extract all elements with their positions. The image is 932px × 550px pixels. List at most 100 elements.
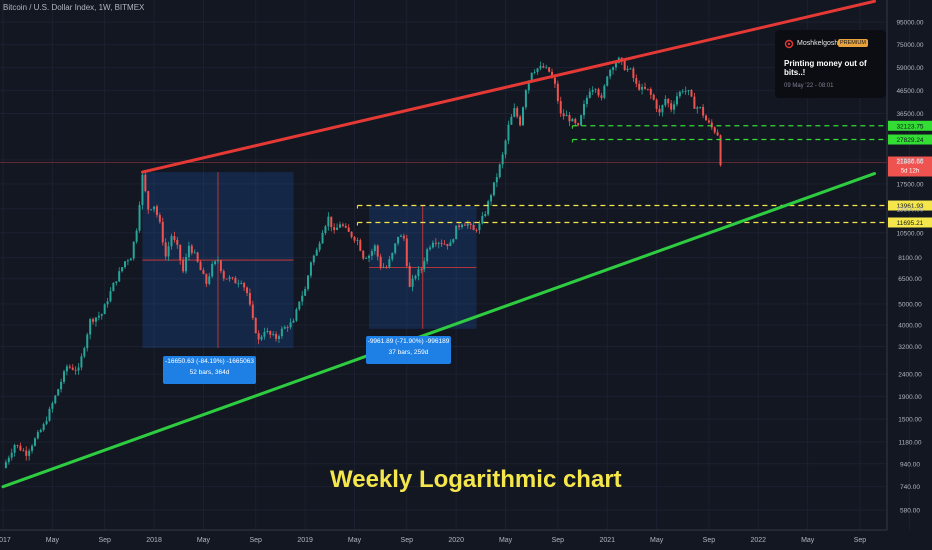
candle-body	[86, 334, 89, 349]
author-logo-icon	[784, 39, 794, 49]
candle-body	[388, 259, 391, 268]
candle-body	[716, 132, 719, 136]
candle-body	[635, 78, 638, 84]
candle-body	[202, 270, 205, 275]
level-label: 32123.75	[896, 123, 923, 130]
y-tick-label: 740.00	[900, 484, 920, 491]
candle-body	[176, 239, 179, 245]
candle-body	[702, 106, 705, 116]
candle-body	[173, 236, 176, 240]
level-label: 11695.21	[897, 220, 924, 227]
x-tick-label: 2021	[599, 537, 615, 544]
y-tick-label: 17500.00	[896, 181, 923, 188]
x-tick-label: Sep	[854, 537, 867, 544]
candle-body	[228, 277, 231, 279]
candle-body	[606, 76, 609, 86]
candle-body	[68, 366, 71, 368]
candle-body	[705, 115, 708, 121]
candle-body	[527, 80, 530, 91]
candle-body	[100, 314, 103, 316]
candle-body	[4, 462, 7, 468]
candle-body	[487, 201, 490, 215]
candle-body	[370, 251, 373, 256]
chart-annotation: Weekly Logarithmic chart	[330, 466, 622, 493]
support-trendline	[1, 172, 876, 489]
candle-body	[713, 127, 716, 133]
candle-body	[132, 241, 135, 259]
candle-body	[498, 164, 501, 178]
candle-body	[719, 135, 722, 166]
candle-body	[612, 67, 615, 70]
candle-body	[219, 260, 222, 272]
candle-body	[510, 116, 513, 125]
candle-body	[629, 68, 632, 70]
candle-body	[115, 281, 118, 283]
candle-body	[687, 90, 690, 92]
candle-body	[251, 304, 254, 318]
candle-body	[690, 90, 693, 97]
candle-body	[31, 445, 34, 451]
symbol-title: Bitcoin / U.S. Dollar Index, 1W, BITMEX	[3, 3, 145, 12]
y-tick-label: 8100.00	[898, 255, 922, 262]
candle-body	[83, 348, 86, 357]
candle-body	[507, 124, 510, 141]
candle-body	[260, 336, 263, 340]
candle-body	[356, 240, 359, 242]
candle-body	[681, 91, 684, 93]
y-tick-label: 13500.00	[896, 206, 923, 213]
candle-body	[13, 444, 16, 453]
y-tick-label: 940.00	[900, 461, 920, 468]
x-tick-label: May	[197, 537, 211, 544]
candle-body	[382, 267, 385, 268]
y-tick-label: 580.00	[900, 508, 920, 515]
y-tick-label: 22500.00	[896, 157, 923, 164]
idea-card[interactable]: Moshkelgosha PREMIUM Printing money out …	[775, 30, 886, 98]
y-tick-label: 5000.00	[898, 301, 922, 308]
candle-body	[48, 408, 51, 421]
candle-body	[222, 271, 225, 279]
candle-body	[559, 100, 562, 114]
candle-body	[289, 322, 292, 328]
candle-body	[649, 88, 652, 95]
candle-body	[109, 291, 112, 302]
candle-body	[646, 88, 649, 90]
x-tick-label: Sep	[250, 537, 263, 544]
candle-body	[307, 275, 310, 289]
candle-body	[463, 224, 466, 226]
candle-body	[460, 224, 463, 227]
candle-body	[469, 223, 472, 226]
candle-body	[368, 255, 371, 259]
candle-body	[248, 293, 251, 305]
level-label: 13961.93	[896, 203, 923, 210]
candle-body	[556, 83, 559, 101]
measure-label-1: -16650.63 (-84.19%) -1665063 52 bars, 36…	[163, 356, 256, 384]
y-tick-label: 10500.00	[896, 230, 923, 237]
candle-body	[670, 103, 673, 110]
y-tick-label: 2400.00	[898, 372, 922, 379]
candle-body	[402, 235, 405, 239]
candle-body	[391, 252, 394, 260]
candle-body	[295, 309, 298, 321]
candle-body	[240, 282, 243, 284]
candle-body	[150, 209, 153, 211]
idea-title[interactable]: Printing money out of bits..!	[784, 59, 867, 77]
candle-body	[577, 123, 580, 126]
candle-body	[644, 86, 647, 89]
horizontal-levels: 21886.66 5d 12h 32123.75 27829.24 13961.93 11…	[0, 120, 932, 228]
candle-body	[443, 243, 446, 245]
candle-body	[280, 328, 283, 337]
candle-body	[466, 223, 469, 226]
candle-body	[492, 182, 495, 196]
author-name[interactable]: Moshkelgosha	[797, 40, 843, 47]
candle-body	[208, 276, 211, 284]
x-tick-label: 2020	[448, 537, 464, 544]
candle-body	[571, 119, 574, 122]
trendlines	[1, 0, 876, 489]
candle-body	[638, 83, 641, 90]
x-tick-label: May	[46, 537, 60, 544]
candle-body	[365, 258, 368, 259]
x-tick-label: Sep	[703, 537, 716, 544]
candle-body	[167, 246, 170, 257]
countdown-label: 5d 12h	[901, 169, 919, 175]
